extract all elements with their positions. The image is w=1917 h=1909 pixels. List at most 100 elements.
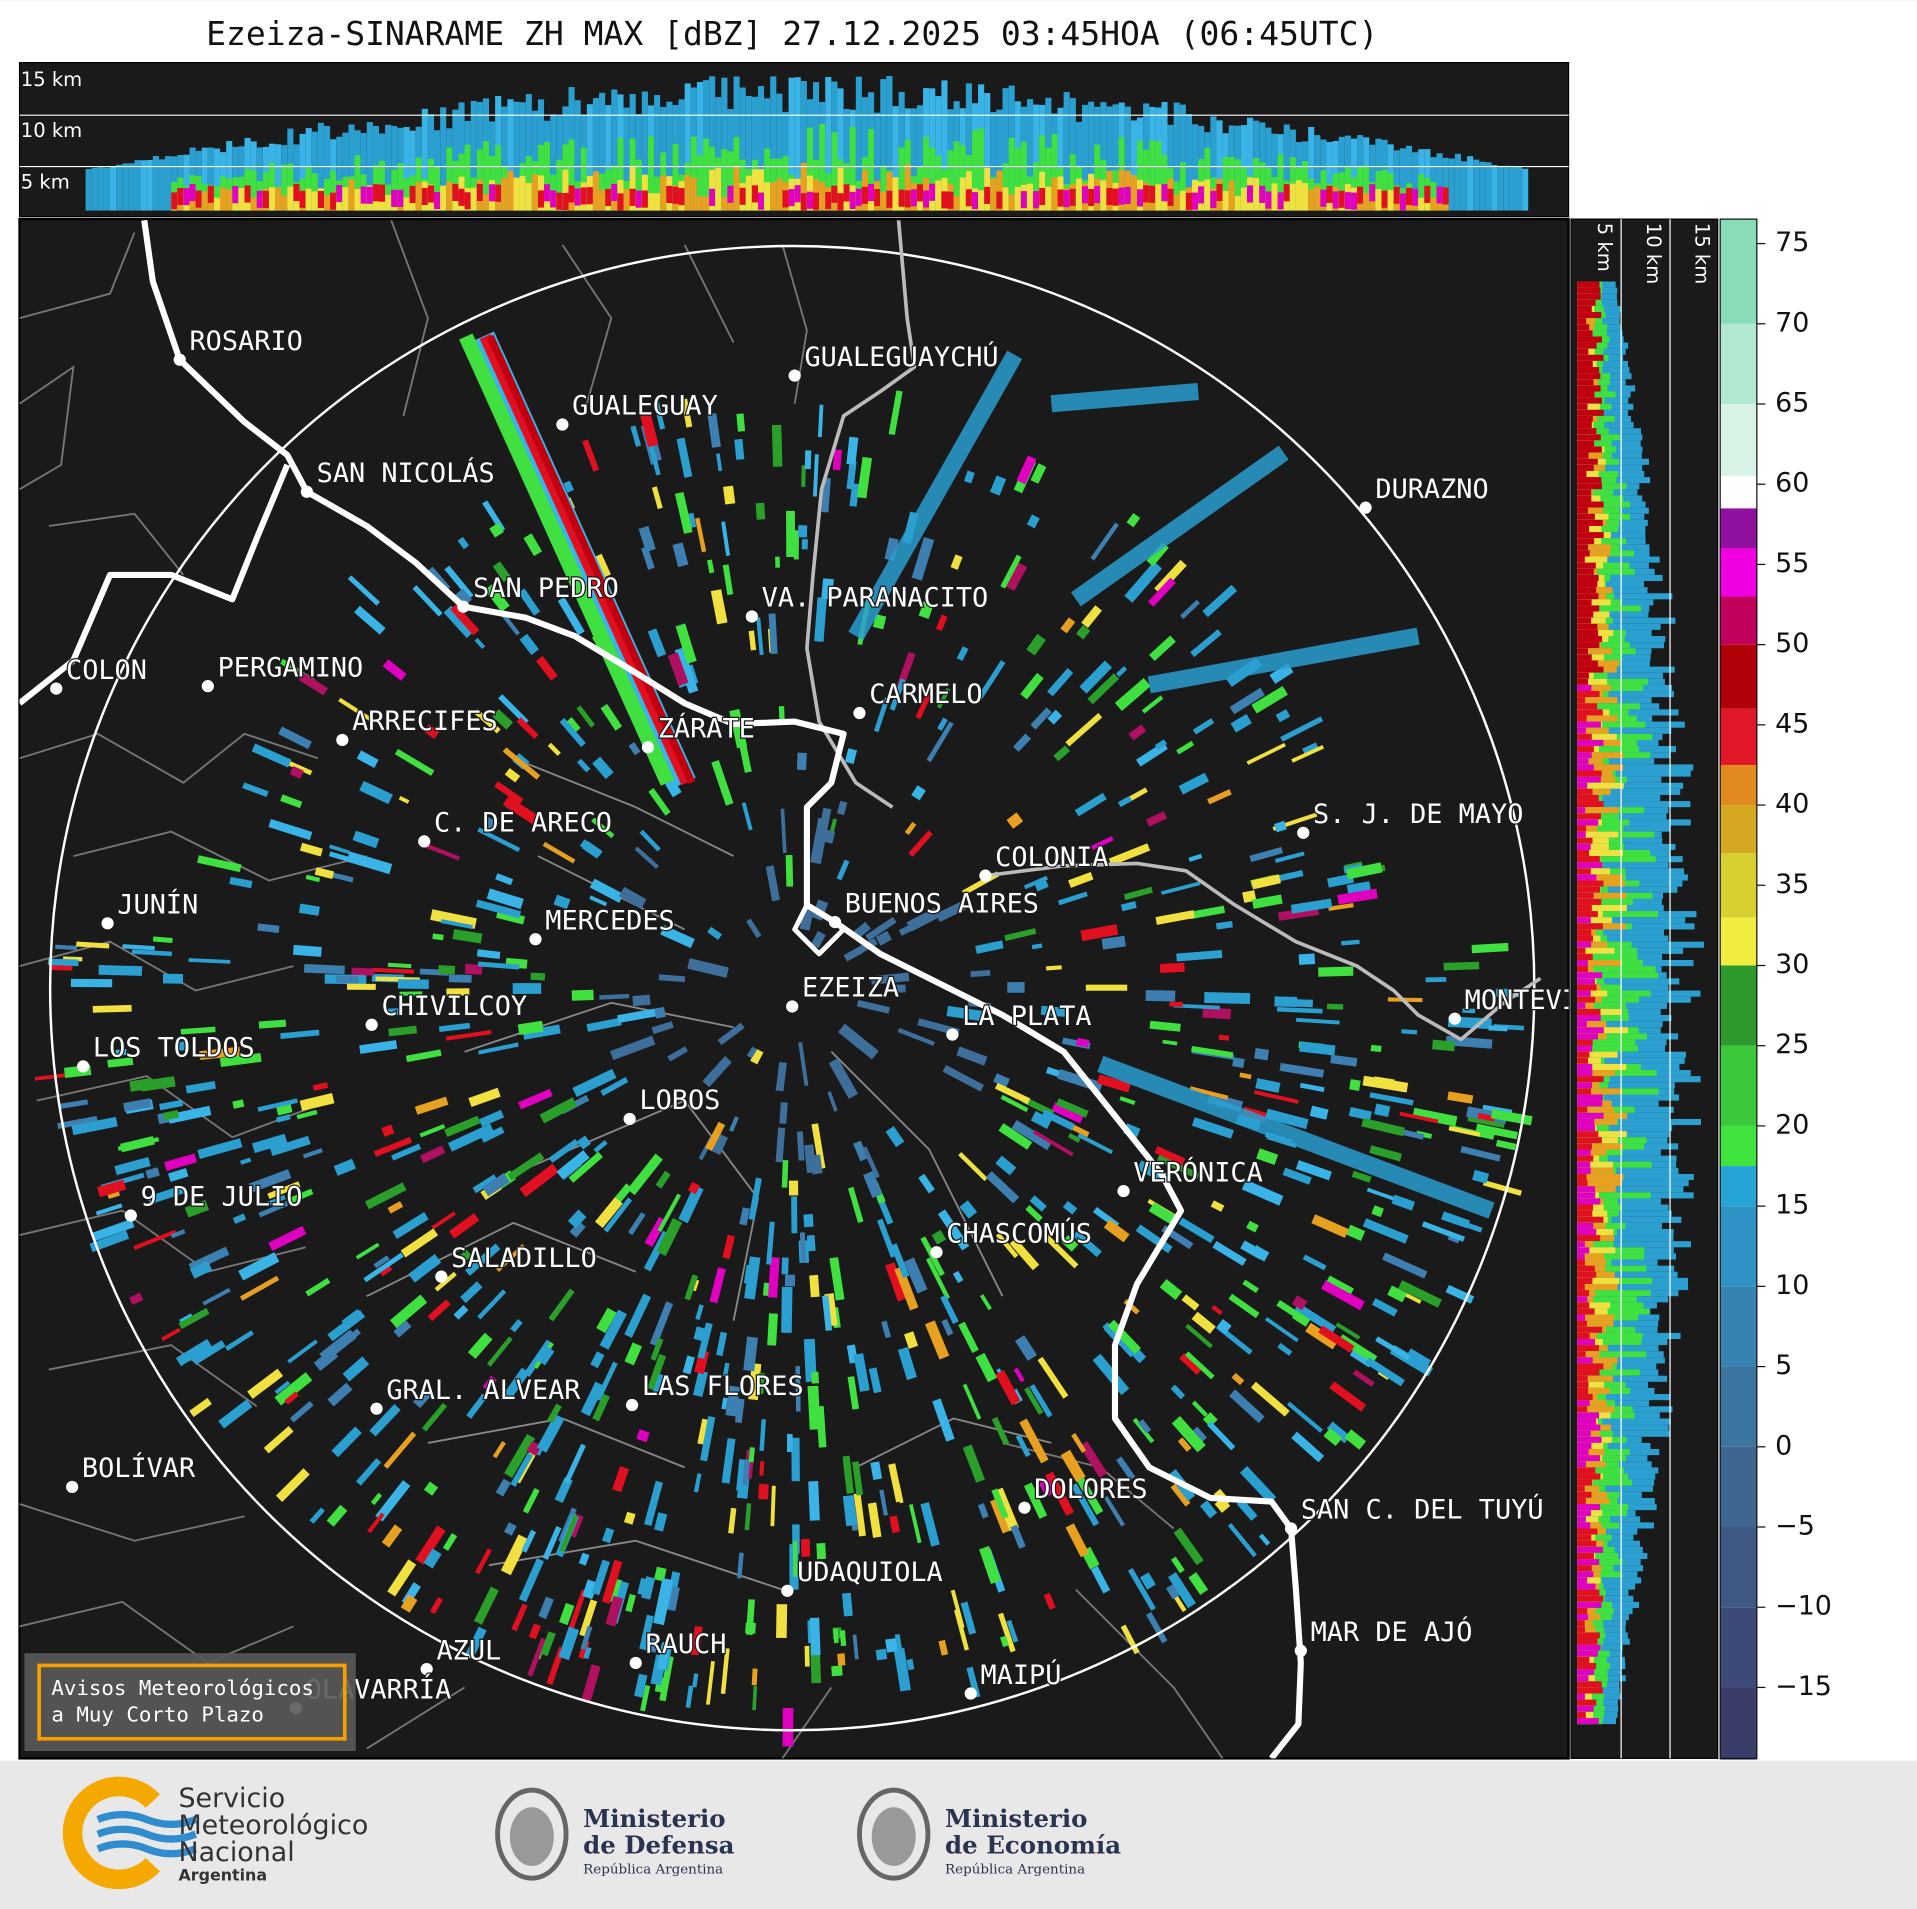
ministry-text: Ministerio [945, 1804, 1087, 1833]
echo-row [1577, 1430, 1670, 1437]
echo-row [1577, 935, 1594, 942]
city-label: GUALEGUAY [572, 391, 718, 422]
echo-column [403, 197, 410, 211]
radar-echo [251, 743, 292, 768]
altitude-label: 15 km [21, 68, 82, 91]
radar-echo [695, 517, 707, 553]
echo-column [1338, 190, 1345, 208]
radar-echo [811, 1371, 820, 1384]
radar-echo [752, 1685, 758, 1711]
radar-echo [333, 1158, 356, 1176]
radar-echo [634, 1673, 648, 1698]
radar-echo [504, 1433, 536, 1478]
radar-echo [1212, 1240, 1247, 1266]
echo-column [336, 196, 343, 211]
radar-echo [1087, 673, 1120, 705]
echo-column [831, 132, 838, 211]
radar-echo [477, 1289, 507, 1320]
radar-echo [743, 1336, 758, 1372]
radar-echo [329, 844, 351, 855]
colorbar-segment [1720, 404, 1757, 477]
echo-column [1051, 134, 1058, 211]
echo-row [1577, 770, 1602, 777]
echo-row [1577, 1082, 1593, 1089]
radar-echo [419, 1145, 446, 1164]
radar-echo [342, 1356, 370, 1382]
radar-echo [657, 1193, 682, 1232]
echo-row [1577, 1186, 1684, 1193]
echo-row [1577, 299, 1596, 306]
echo-column [1081, 104, 1089, 211]
city-marker [930, 1246, 943, 1259]
echo-row [1577, 966, 1588, 973]
city-label: GUALEGUAYCHÚ [804, 341, 998, 373]
echo-row [1577, 1265, 1595, 1272]
radar-echo [581, 1664, 601, 1702]
radar-echo [364, 1182, 407, 1210]
echo-row [1577, 1504, 1600, 1511]
radar-echo [591, 1559, 610, 1596]
echo-row [1577, 440, 1595, 447]
radar-echo [504, 767, 521, 783]
echo-column [201, 147, 208, 211]
echo-row [1577, 458, 1598, 465]
radar-echo [1050, 382, 1199, 413]
echo-column [525, 182, 532, 211]
city-label: SALADILLO [451, 1243, 597, 1274]
radar-echo [107, 1191, 121, 1199]
radar-echo [1025, 1205, 1043, 1222]
echo-row [1577, 1449, 1605, 1456]
colorbar-tick-label: −5 [1775, 1511, 1815, 1542]
echo-column [354, 155, 361, 211]
radar-echo [804, 450, 812, 470]
echo-row [1577, 1455, 1601, 1462]
echo-row [1577, 1118, 1617, 1126]
echo-column [678, 99, 685, 211]
radar-echo [1371, 1298, 1398, 1317]
radar-echo [387, 1008, 401, 1016]
echo-row [1577, 1259, 1585, 1266]
echo-column [1020, 191, 1027, 209]
echo-column [1167, 124, 1174, 211]
echo-column [250, 170, 257, 211]
radar-echo [1090, 1565, 1111, 1594]
radar-echo [693, 1473, 702, 1493]
notice-text: a Muy Corto Plazo [51, 1703, 264, 1727]
radar-echo [289, 765, 304, 779]
radar-echo [1060, 617, 1076, 634]
radar-echo [844, 748, 858, 764]
radar-echo [185, 1080, 216, 1094]
echo-column [482, 141, 490, 211]
radar-echo [1026, 514, 1040, 529]
echo-row [1577, 788, 1681, 795]
echo-row [1577, 972, 1603, 979]
radar-echo [655, 1170, 671, 1189]
echo-column [403, 178, 410, 211]
radar-echo [589, 878, 624, 903]
radar-echo [1258, 1533, 1271, 1546]
echo-row [1577, 654, 1592, 661]
echo-column [611, 89, 618, 211]
city-marker [788, 369, 801, 382]
echo-column [996, 170, 1003, 211]
radar-echo [1126, 512, 1141, 528]
city-label: MAR DE AJÓ [1311, 1616, 1473, 1648]
radar-echo [636, 1429, 650, 1443]
echo-column [495, 145, 502, 211]
radar-echo [614, 1183, 633, 1204]
altitude-label: 10 km [21, 119, 82, 142]
radar-echo [179, 1313, 194, 1325]
echo-row [1577, 1351, 1600, 1358]
city-marker [623, 1112, 636, 1126]
radar-echo [668, 1586, 680, 1611]
radar-echo [873, 697, 890, 733]
echo-row [1577, 1283, 1585, 1291]
echo-column [947, 191, 954, 209]
echo-column [556, 192, 563, 210]
radar-echo [692, 1673, 699, 1688]
radar-echo [444, 1115, 481, 1137]
radar-echo [582, 842, 602, 859]
echo-row [1577, 525, 1590, 533]
echo-column [837, 167, 844, 211]
